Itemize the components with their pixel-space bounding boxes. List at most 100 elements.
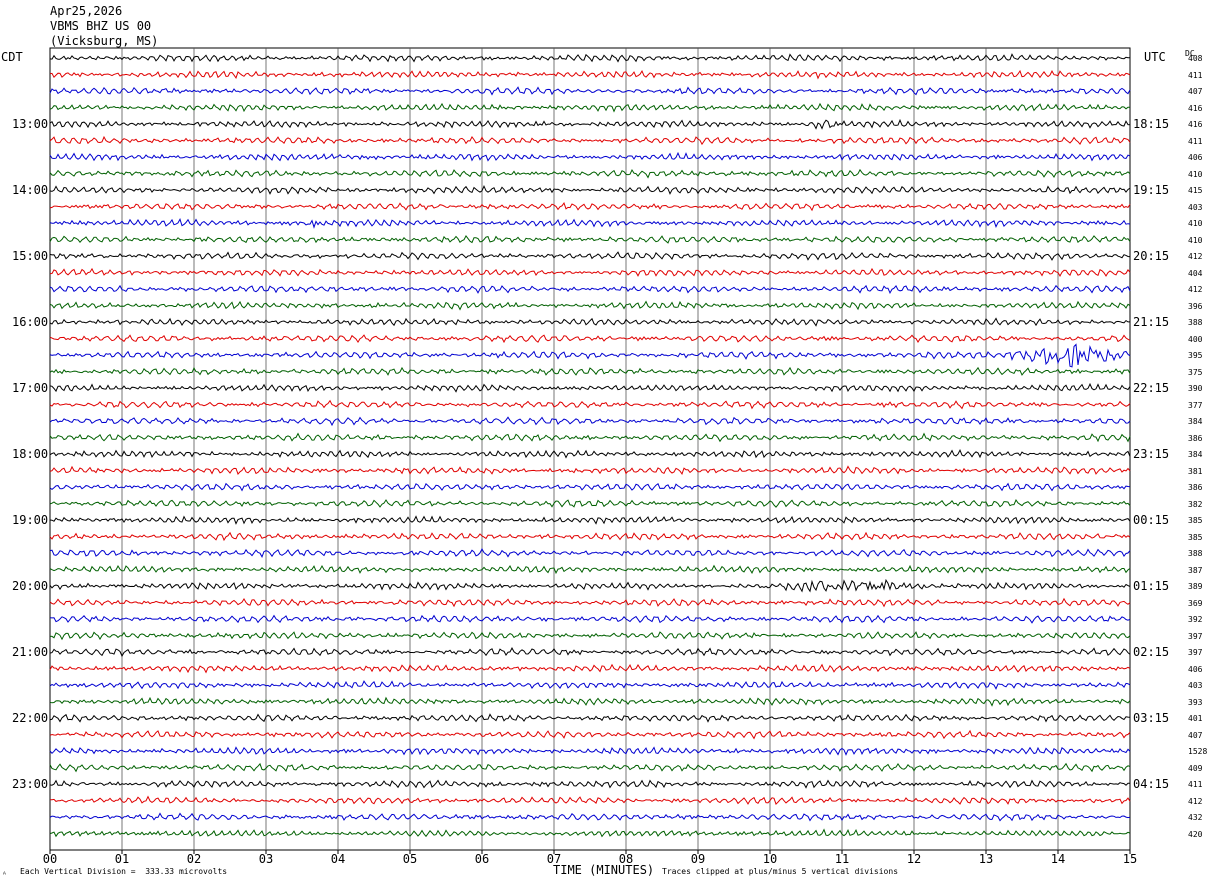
dc-offset-label: 415 [1188, 186, 1203, 195]
seismic-trace [49, 795, 1131, 806]
seismic-trace [49, 151, 1131, 162]
seismic-trace [49, 184, 1131, 195]
seismic-trace [49, 317, 1130, 327]
dc-offset-label: 385 [1188, 532, 1203, 542]
left-hour-label: 23:00 [12, 777, 49, 791]
right-hour-label: 02:15 [1133, 645, 1170, 659]
right-hour-label: 19:15 [1133, 183, 1170, 197]
seismic-trace [49, 696, 1131, 707]
right-hour-label: 21:15 [1133, 315, 1170, 329]
right-hour-label: 04:15 [1133, 777, 1170, 791]
dc-offset-label: 387 [1188, 565, 1203, 575]
seismic-trace [49, 267, 1131, 278]
left-hour-label: 16:00 [12, 315, 49, 329]
seismic-trace [49, 218, 1131, 229]
x-tick-label: 12 [906, 852, 922, 866]
dc-offset-label: 1528 [1188, 747, 1208, 756]
dc-offset-label: 411 [1188, 780, 1203, 789]
seismic-trace [49, 251, 1131, 261]
seismic-trace [49, 284, 1131, 295]
seismic-trace [49, 515, 1131, 525]
seismic-trace [49, 334, 1131, 344]
x-tick-label: 00 [42, 852, 58, 866]
date-label: Apr25,2026 [50, 4, 123, 18]
right-hour-label: 20:15 [1133, 249, 1170, 263]
clip-note: Traces clipped at plus/minus 5 vertical … [662, 867, 899, 876]
seismic-trace [49, 498, 1131, 508]
scale-note: Each Vertical Division = 333.33 microvol… [20, 867, 228, 876]
left-hour-label: 20:00 [12, 579, 49, 593]
seismic-trace [49, 382, 1131, 393]
dc-offset-label: 412 [1188, 796, 1203, 806]
dc-offset-label: 397 [1188, 648, 1203, 657]
left-hour-label: 19:00 [12, 513, 49, 527]
corner-mark: ᴬ [2, 870, 7, 879]
seismic-trace [49, 680, 1131, 690]
dc-offset-label: 411 [1188, 136, 1203, 146]
seismic-trace [49, 118, 1131, 130]
dc-offset-label: 390 [1188, 384, 1203, 393]
plot-frame [49, 47, 1131, 851]
dc-offset-label: 397 [1188, 631, 1203, 641]
seismic-trace [49, 779, 1130, 789]
dc-offset-label: 403 [1188, 681, 1203, 690]
right-timezone-label: UTC [1144, 50, 1166, 64]
left-hour-label: 15:00 [12, 249, 49, 263]
seismic-trace [49, 597, 1131, 608]
seismic-trace [49, 449, 1131, 459]
right-hour-label: 01:15 [1133, 579, 1170, 593]
dc-offset-label: 411 [1188, 70, 1203, 80]
dc-offset-label: 403 [1188, 202, 1203, 212]
seismic-trace [49, 647, 1131, 658]
dc-offset-label: 401 [1188, 714, 1203, 723]
seismic-trace [49, 812, 1131, 822]
dc-offset-label: 369 [1188, 598, 1203, 608]
dc-offset-label: 393 [1188, 697, 1203, 707]
dc-offset-label: 388 [1188, 318, 1203, 327]
dc-offset-label: 395 [1188, 351, 1203, 360]
seismic-trace [49, 102, 1130, 113]
x-tick-label: 11 [834, 852, 850, 866]
seismic-trace [49, 432, 1131, 443]
seismic-trace [49, 828, 1131, 838]
seismic-trace [49, 399, 1131, 410]
seismic-trace [49, 729, 1131, 740]
dc-offset-label: 385 [1188, 516, 1203, 525]
seismic-trace [49, 762, 1131, 773]
dc-offset-label: 384 [1188, 417, 1203, 426]
dc-offset-label: 389 [1188, 582, 1203, 591]
left-hour-label: 14:00 [12, 183, 49, 197]
dc-offset-label: 404 [1188, 268, 1203, 278]
dc-offset-label: 396 [1188, 301, 1203, 311]
x-tick-label: 06 [474, 852, 490, 866]
dc-offset-label: 377 [1188, 400, 1203, 410]
left-timezone-label: CDT [1, 50, 23, 64]
dc-offset-label: 410 [1188, 235, 1203, 245]
dc-offset-label: 382 [1188, 499, 1203, 509]
seismic-trace [49, 746, 1131, 756]
x-tick-label: 13 [978, 852, 994, 866]
dc-offset-label: 416 [1188, 120, 1203, 129]
left-hour-label: 21:00 [12, 645, 49, 659]
left-hour-label: 13:00 [12, 117, 49, 131]
left-hour-label: 22:00 [12, 711, 49, 725]
x-tick-label: 05 [402, 852, 418, 866]
dc-offset-label: 408 [1188, 54, 1203, 63]
x-tick-label: 10 [762, 852, 778, 866]
right-hour-label: 00:15 [1133, 513, 1170, 527]
dc-offset-label: 375 [1188, 367, 1203, 377]
dc-offset-label: 410 [1188, 219, 1203, 228]
location-label: (Vicksburg, MS) [50, 34, 159, 48]
x-tick-label: 07 [546, 852, 562, 866]
dc-offset-label: 420 [1188, 829, 1203, 839]
dc-offset-label: 406 [1188, 153, 1203, 162]
seismic-trace [49, 663, 1131, 674]
seismic-trace [49, 168, 1131, 179]
right-hour-label: 22:15 [1133, 381, 1170, 395]
x-tick-label: 04 [330, 852, 346, 866]
right-hour-label: 23:15 [1133, 447, 1170, 461]
seismic-trace [49, 482, 1131, 492]
dc-offset-label: 388 [1188, 549, 1203, 558]
x-tick-label: 15 [1122, 852, 1138, 866]
x-tick-label: 08 [618, 852, 634, 866]
